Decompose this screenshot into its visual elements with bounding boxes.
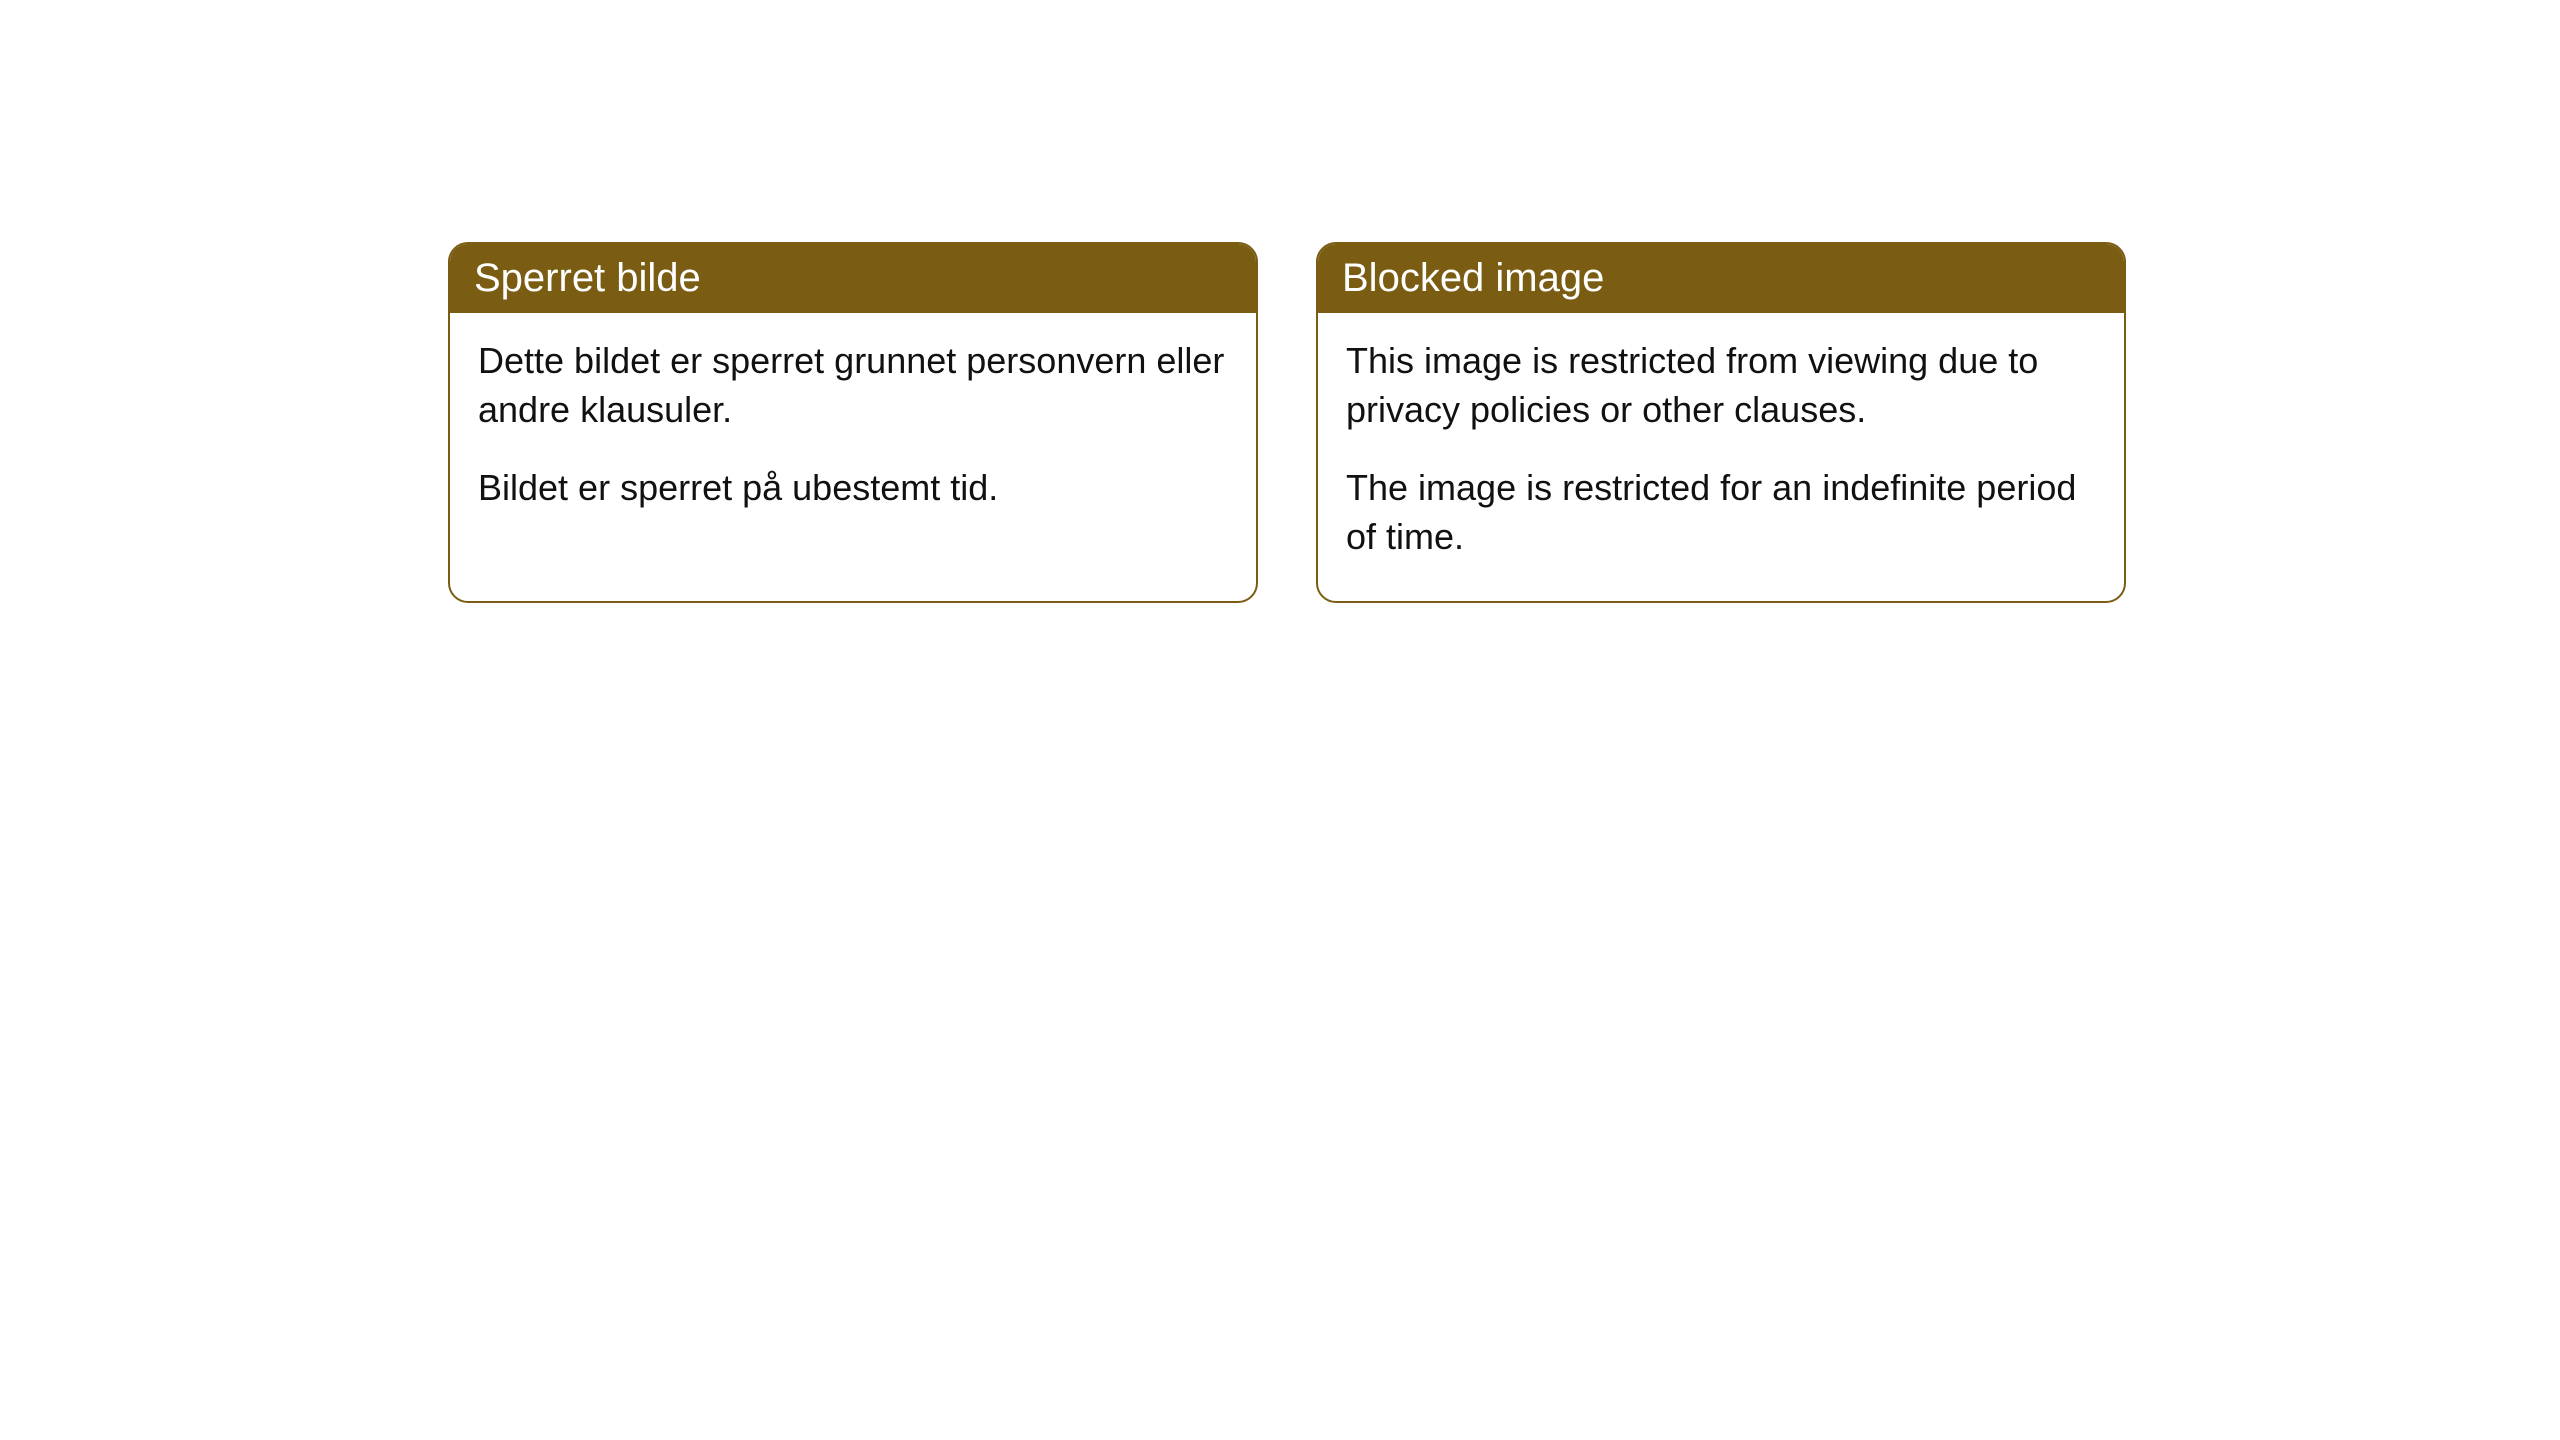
card-body-english: This image is restricted from viewing du… (1318, 313, 2124, 601)
card-body-norwegian: Dette bildet er sperret grunnet personve… (450, 313, 1256, 553)
cards-container: Sperret bilde Dette bildet er sperret gr… (0, 0, 2560, 603)
card-paragraph: Dette bildet er sperret grunnet personve… (478, 337, 1228, 434)
card-paragraph: The image is restricted for an indefinit… (1346, 464, 2096, 561)
card-header-norwegian: Sperret bilde (450, 244, 1256, 313)
card-title: Sperret bilde (474, 256, 701, 300)
card-english: Blocked image This image is restricted f… (1316, 242, 2126, 603)
card-paragraph: Bildet er sperret på ubestemt tid. (478, 464, 1228, 513)
card-norwegian: Sperret bilde Dette bildet er sperret gr… (448, 242, 1258, 603)
card-title: Blocked image (1342, 256, 1604, 300)
card-header-english: Blocked image (1318, 244, 2124, 313)
card-paragraph: This image is restricted from viewing du… (1346, 337, 2096, 434)
